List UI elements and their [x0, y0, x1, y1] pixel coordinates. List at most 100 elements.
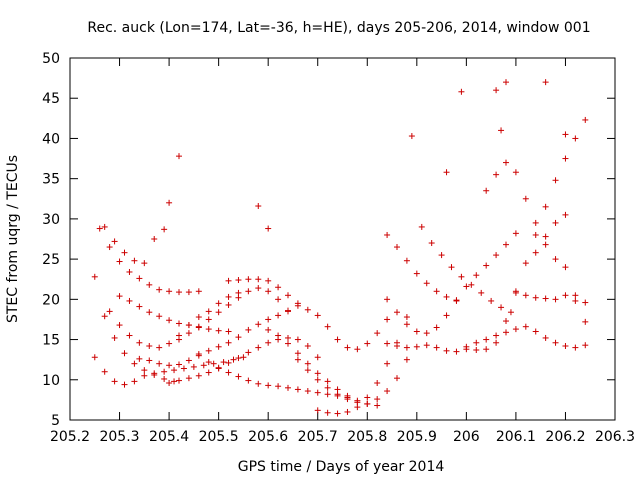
data-point — [235, 373, 242, 380]
data-point — [374, 379, 381, 386]
data-point — [374, 330, 381, 337]
data-point — [141, 372, 148, 379]
data-point — [468, 281, 475, 288]
data-point — [463, 346, 470, 353]
data-point — [443, 347, 450, 354]
data-point — [255, 276, 262, 283]
data-point — [562, 264, 569, 271]
data-point — [111, 378, 118, 385]
data-point — [166, 379, 173, 386]
data-point — [522, 260, 529, 267]
data-point — [324, 378, 331, 385]
data-point — [166, 199, 173, 206]
data-point — [255, 321, 262, 328]
data-point — [176, 153, 182, 160]
data-point — [126, 332, 133, 339]
data-point — [176, 336, 182, 343]
data-point — [443, 169, 450, 176]
data-point — [161, 226, 168, 233]
data-point — [542, 233, 549, 240]
x-tick-label: 205.7 — [298, 429, 338, 445]
data-point — [582, 116, 589, 123]
data-point — [185, 330, 192, 337]
data-point — [478, 289, 485, 296]
data-point — [334, 336, 341, 343]
data-point — [304, 367, 311, 374]
data-point — [171, 378, 178, 385]
data-point — [161, 368, 168, 375]
data-point — [512, 288, 519, 295]
data-point — [141, 367, 148, 374]
x-tick-label: 206.3 — [595, 429, 635, 445]
data-point — [572, 292, 579, 299]
data-point — [210, 360, 217, 367]
data-point — [146, 357, 153, 364]
data-point — [542, 295, 549, 302]
data-point — [255, 203, 262, 210]
data-point — [493, 339, 500, 346]
y-tick-label: 20 — [42, 292, 60, 308]
data-point — [205, 316, 212, 323]
data-point — [453, 348, 460, 355]
y-tick-label: 45 — [42, 91, 60, 107]
data-point — [195, 314, 202, 321]
data-point — [131, 378, 138, 385]
x-axis-label: GPS time / Days of year 2014 — [238, 459, 445, 475]
data-point — [136, 355, 143, 362]
data-point — [285, 340, 291, 347]
data-point — [205, 359, 212, 366]
data-point — [507, 309, 514, 316]
data-point — [334, 410, 341, 417]
plot-frame — [69, 57, 616, 421]
data-point — [106, 308, 113, 315]
x-tick-label: 205.2 — [50, 429, 90, 445]
data-point — [151, 370, 158, 377]
data-point — [294, 356, 301, 363]
data-point — [225, 369, 232, 376]
data-point — [418, 223, 425, 230]
data-point — [111, 238, 118, 245]
x-axis: 205.2 205.3 205.4 205.5 205.6 205.7 205.8 205.9… — [50, 58, 635, 445]
data-point — [423, 342, 430, 349]
data-point — [483, 336, 490, 343]
x-tick-label: 206 — [453, 429, 480, 445]
data-point — [423, 330, 430, 337]
data-point — [176, 289, 182, 296]
data-point — [324, 384, 331, 391]
data-point — [403, 257, 410, 264]
data-point — [304, 360, 311, 367]
data-point — [304, 306, 311, 313]
data-point — [532, 294, 539, 301]
data-point — [324, 391, 331, 398]
data-point — [483, 262, 490, 269]
data-point — [101, 223, 108, 230]
data-point — [220, 359, 227, 366]
data-point — [235, 294, 242, 301]
data-point — [488, 297, 495, 304]
data-point — [522, 292, 529, 299]
data-point — [106, 244, 113, 251]
data-point — [294, 300, 301, 307]
y-axis: 5 10 15 20 25 30 35 40 45 50 — [42, 51, 615, 429]
x-tick-label: 205.9 — [397, 429, 437, 445]
data-point — [195, 323, 202, 330]
data-point — [304, 388, 311, 395]
data-point — [275, 312, 282, 319]
x-tick-label: 205.8 — [347, 429, 387, 445]
data-point — [176, 361, 182, 368]
data-point — [200, 362, 207, 369]
data-point — [195, 372, 202, 379]
data-point — [552, 177, 559, 184]
data-point — [364, 400, 371, 407]
data-point — [161, 375, 168, 382]
data-point — [498, 127, 505, 134]
data-point — [324, 409, 331, 416]
data-point — [354, 404, 361, 411]
data-point — [403, 344, 410, 351]
data-point — [235, 334, 242, 341]
data-point — [215, 300, 222, 307]
data-point — [275, 383, 282, 390]
data-point — [116, 322, 123, 329]
data-point — [205, 326, 212, 333]
